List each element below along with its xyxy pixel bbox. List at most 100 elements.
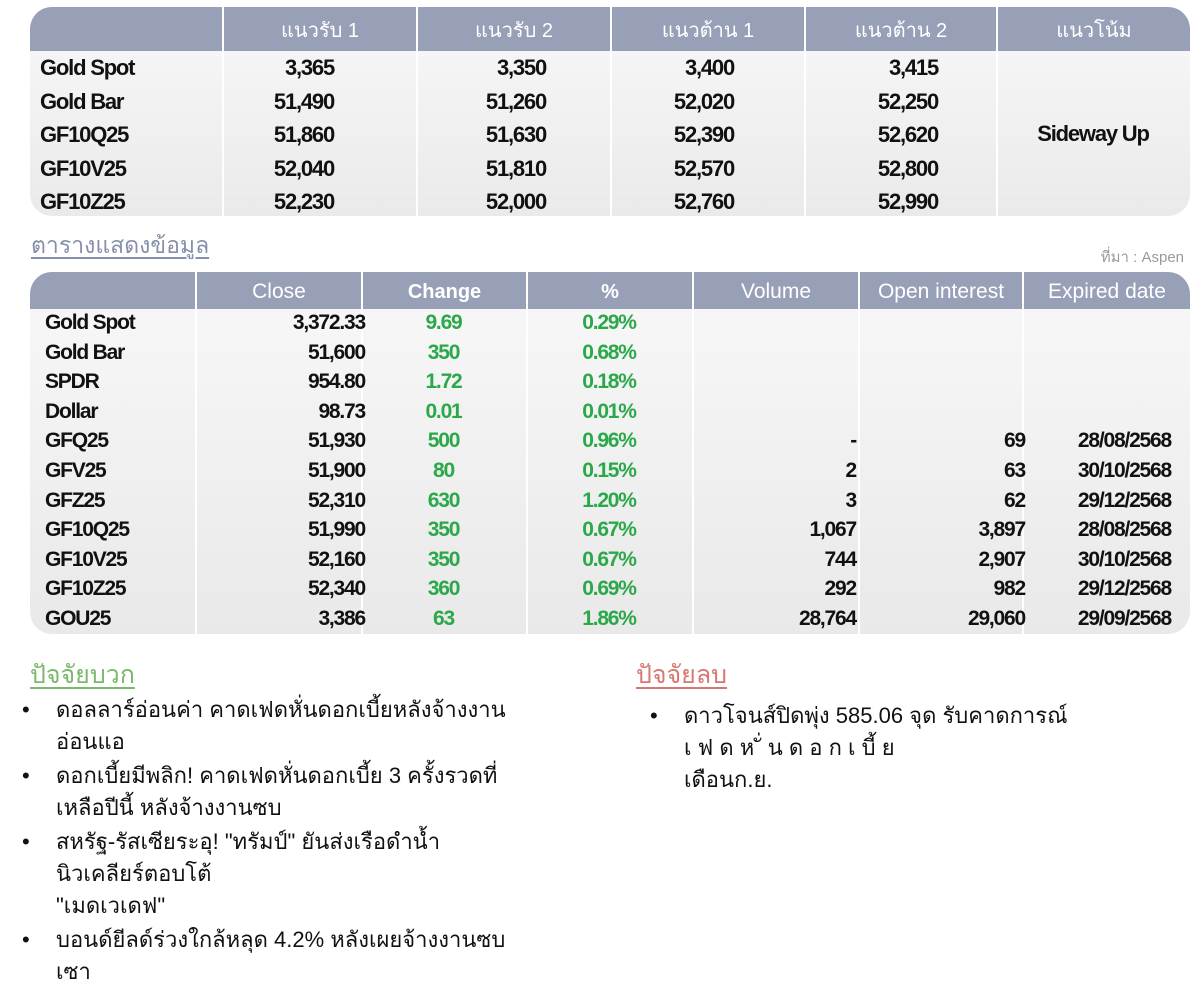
volume-value: 292 xyxy=(824,577,858,601)
percent-value: 0.67% xyxy=(582,547,637,571)
open-interest-value: 3,897 xyxy=(978,518,1026,542)
bullet-icon: • xyxy=(650,703,658,728)
factor-item: • ดอลลาร์อ่อนค่า คาดเฟดหั่นดอกเบี้ยหลังจ้… xyxy=(22,694,596,758)
close-value: 954.80 xyxy=(307,370,366,394)
support-2-value: 51,260 xyxy=(485,88,547,114)
table-row: GFZ25 52,310 630 1.20% 3 62 29/12/2568 xyxy=(30,486,1190,516)
row-name: GFQ25 xyxy=(45,429,109,453)
expired-date-value: 29/09/2568 xyxy=(1077,606,1172,630)
row-name: Dollar xyxy=(45,399,99,423)
factor-item: • สหรัฐ-รัสเซียระอุ! "ทรัมป์" ยันส่งเรือด… xyxy=(22,826,596,922)
change-value: 500 xyxy=(427,429,461,453)
bullet-icon: • xyxy=(22,763,30,788)
support-resistance-body: Gold Spot 3,365 3,350 3,400 3,415 Gold Bar 51,… xyxy=(30,51,1190,216)
close-value: 3,372.33 xyxy=(292,311,366,334)
support-1-value: 3,365 xyxy=(284,55,335,80)
open-interest-value: 29,060 xyxy=(967,606,1026,630)
percent-value: 0.68% xyxy=(582,340,637,364)
expired-date-value: 28/08/2568 xyxy=(1077,429,1172,453)
factor-line: "เมดเวเดฟ" xyxy=(56,893,166,918)
support-1-value: 52,040 xyxy=(273,155,335,181)
expired-date-value: 29/12/2568 xyxy=(1077,488,1172,512)
resistance-2-value: 52,800 xyxy=(877,155,939,181)
header-open-interest: Open interest xyxy=(858,272,1022,309)
header-support-2: แนวรับ 2 xyxy=(416,7,610,51)
table-row: GF10Q25 51,860 51,630 52,390 52,620 xyxy=(30,118,1190,152)
support-1-value: 52,230 xyxy=(273,189,335,215)
change-value: 350 xyxy=(427,547,461,571)
negative-factors-list: • ดาวโจนส์ปิดพุ่ง 585.06 จุด รับคาดการณ์เ… xyxy=(650,700,1174,796)
change-value: 350 xyxy=(427,518,461,542)
close-value: 3,386 xyxy=(318,606,366,630)
row-name: GF10Z25 xyxy=(40,189,126,215)
change-value: 360 xyxy=(427,577,461,601)
factor-line: บอนด์ยีลด์ร่วงใกล้หลุด 4.2% หลังเผยจ้างง… xyxy=(56,927,506,952)
row-name: GF10Q25 xyxy=(45,518,130,542)
row-name: GF10Q25 xyxy=(40,122,129,148)
data-source: ที่มา : Aspen xyxy=(1100,249,1184,266)
table-row: GFV25 51,900 80 0.15% 2 63 30/10/2568 xyxy=(30,456,1190,486)
factor-line: สหรัฐ-รัสเซียระอุ! "ทรัมป์" ยันส่งเรือดำ… xyxy=(56,829,441,854)
factor-line: นิวเคลียร์ตอบโต้ xyxy=(56,861,212,886)
change-value: 80 xyxy=(433,458,455,482)
close-value: 51,900 xyxy=(307,458,366,482)
resistance-2-value: 52,990 xyxy=(877,189,939,215)
volume-value: - xyxy=(850,429,857,453)
table-row: GF10Z25 52,230 52,000 52,760 52,990 xyxy=(30,185,1190,216)
percent-value: 0.67% xyxy=(582,518,637,542)
row-name: SPDR xyxy=(45,370,100,394)
table-row: Gold Bar 51,490 51,260 52,020 52,250 xyxy=(30,85,1190,119)
resistance-1-value: 52,570 xyxy=(673,155,735,181)
percent-value: 0.29% xyxy=(582,311,637,334)
factor-item: • ดาวโจนส์ปิดพุ่ง 585.06 จุด รับคาดการณ์เ… xyxy=(650,700,1174,796)
row-name: GF10V25 xyxy=(40,155,127,181)
table-row: GOU25 3,386 63 1.86% 28,764 29,060 29/09/2568 xyxy=(30,604,1190,634)
positive-factors-title: ปัจจัยบวก xyxy=(30,661,135,689)
open-interest-value: 2,907 xyxy=(978,547,1026,571)
header-percent: % xyxy=(526,272,692,309)
factor-line: อ่อนแอ xyxy=(56,729,125,754)
expired-date-value: 30/10/2568 xyxy=(1077,547,1172,571)
percent-value: 0.18% xyxy=(582,370,637,394)
percent-value: 0.69% xyxy=(582,577,637,601)
factor-line: ดาวโจนส์ปิดพุ่ง 585.06 จุด รับคาดการณ์ xyxy=(684,703,1068,728)
table-row: GF10Z25 52,340 360 0.69% 292 982 29/12/2568 xyxy=(30,574,1190,604)
open-interest-value: 69 xyxy=(1004,429,1026,453)
market-data-body: Gold Spot 3,372.33 9.69 0.29% Gold Bar 51,600… xyxy=(30,308,1190,634)
header-trend: แนวโน้ม xyxy=(996,7,1190,51)
close-value: 52,310 xyxy=(307,488,366,512)
row-name: GOU25 xyxy=(45,606,111,630)
expired-date-value: 30/10/2568 xyxy=(1077,458,1172,482)
factor-line: ดอลลาร์อ่อนค่า คาดเฟดหั่นดอกเบี้ยหลังจ้า… xyxy=(56,697,506,722)
header-support-1: แนวรับ 1 xyxy=(222,7,416,51)
data-table-caption: ตารางแสดงข้อมูล xyxy=(31,232,210,258)
support-resistance-header: แนวรับ 1 แนวรับ 2 แนวต้าน 1 แนวต้าน 2 แน… xyxy=(30,7,1190,51)
change-value: 9.69 xyxy=(425,311,462,334)
header-volume: Volume xyxy=(692,272,858,309)
header-close: Close xyxy=(195,272,361,309)
factor-item: • บอนด์ยีลด์ร่วงใกล้หลุด 4.2% หลังเผยจ้าง… xyxy=(22,924,596,988)
close-value: 98.73 xyxy=(318,399,366,423)
positive-factors-list: • ดอลลาร์อ่อนค่า คาดเฟดหั่นดอกเบี้ยหลังจ้… xyxy=(22,694,596,990)
bullet-icon: • xyxy=(22,927,30,952)
row-name: GF10V25 xyxy=(45,547,128,571)
table-row: GFQ25 51,930 500 0.96% - 69 28/08/2568 xyxy=(30,426,1190,456)
change-value: 1.72 xyxy=(425,370,462,394)
change-value: 0.01 xyxy=(425,399,462,423)
support-1-value: 51,490 xyxy=(273,88,335,114)
resistance-1-value: 3,400 xyxy=(684,55,735,80)
close-value: 52,160 xyxy=(307,547,366,571)
close-value: 52,340 xyxy=(307,577,366,601)
support-2-value: 51,630 xyxy=(485,122,547,148)
support-1-value: 51,860 xyxy=(273,122,335,148)
bullet-icon: • xyxy=(22,829,30,854)
factor-line: เ ฟ ด ห ั่ น ด อ ก เ บี้ ย xyxy=(684,735,895,760)
row-name: Gold Spot xyxy=(45,311,136,334)
table-row: Gold Spot 3,365 3,350 3,400 3,415 xyxy=(30,51,1190,85)
bullet-icon: • xyxy=(22,697,30,722)
percent-value: 0.01% xyxy=(582,399,637,423)
negative-factors-title: ปัจจัยลบ xyxy=(636,661,728,689)
support-resistance-table: แนวรับ 1 แนวรับ 2 แนวต้าน 1 แนวต้าน 2 แน… xyxy=(30,7,1190,216)
close-value: 51,600 xyxy=(307,340,366,364)
row-name: Gold Spot xyxy=(40,55,136,80)
